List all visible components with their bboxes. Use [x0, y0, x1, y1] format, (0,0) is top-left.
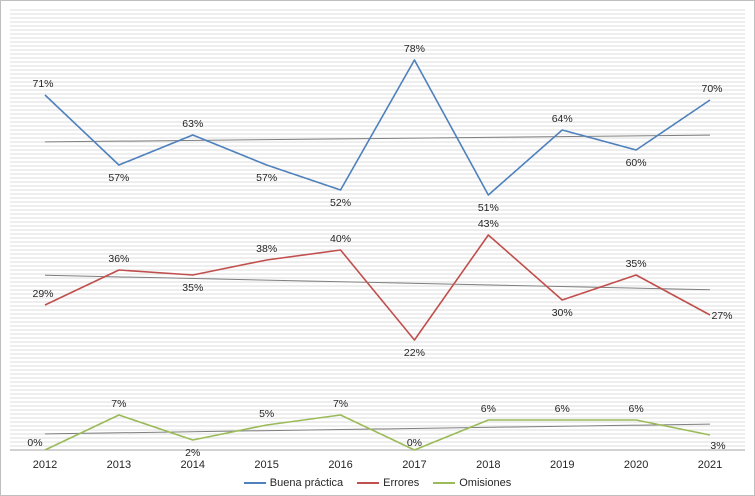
data-label: 22%	[404, 347, 425, 359]
x-tick-label: 2021	[698, 459, 722, 471]
trendline-omisiones	[44, 423, 711, 435]
data-label: 52%	[330, 197, 351, 209]
grid-lines	[10, 9, 745, 451]
data-label: 70%	[701, 83, 722, 95]
x-tick-label: 2020	[624, 459, 648, 471]
trendline-buena-pr-ctica	[44, 134, 711, 143]
data-label: 60%	[626, 157, 647, 169]
data-label: 2%	[185, 447, 200, 459]
x-tick-label: 2014	[181, 459, 205, 471]
data-label: 7%	[333, 398, 348, 410]
x-tick-label: 2016	[328, 459, 352, 471]
legend-item-omisiones: Omisiones	[433, 477, 511, 489]
data-label: 71%	[32, 78, 53, 90]
data-label: 27%	[711, 310, 732, 322]
legend-label-omisiones: Omisiones	[459, 477, 512, 489]
x-tick-label: 2015	[254, 459, 278, 471]
data-label: 29%	[32, 288, 53, 300]
data-label: 57%	[256, 172, 277, 184]
series-line-buena-pr-ctica	[44, 59, 711, 196]
legend-item-buena-practica: Buena práctica	[243, 477, 344, 489]
data-label: 3%	[710, 440, 725, 452]
data-labels: 71% 57% 63% 57% 52% 78% 51% 64% 60% 70% 29% 36% 35% 3…	[27, 43, 732, 459]
data-label: 63%	[182, 118, 203, 130]
legend-label-errores: Errores	[383, 477, 420, 489]
series-line-omisiones	[44, 414, 711, 451]
data-label: 36%	[108, 253, 129, 265]
data-label: 64%	[552, 113, 573, 125]
data-label: 5%	[259, 408, 274, 420]
series-lines	[44, 59, 711, 451]
x-tick-label: 2018	[476, 459, 500, 471]
data-label: 6%	[629, 403, 644, 415]
data-label: 35%	[182, 282, 203, 294]
legend: Buena práctica Errores Omisiones	[0, 474, 755, 492]
legend-label-buena-practica: Buena práctica	[269, 477, 344, 489]
data-label: 30%	[552, 307, 573, 319]
data-label: 0%	[27, 437, 42, 449]
data-label: 7%	[111, 398, 126, 410]
x-axis-ticks: 2012 2013 2014 2015 2016 2017 2018 2019 2020 2021	[33, 459, 722, 471]
data-label: 51%	[478, 202, 499, 214]
data-label: 35%	[626, 258, 647, 270]
x-tick-label: 2019	[550, 459, 574, 471]
legend-swatch-omisiones	[433, 482, 456, 484]
data-label: 6%	[481, 403, 496, 415]
data-label: 57%	[108, 172, 129, 184]
series-line-errores	[44, 234, 711, 341]
x-tick-label: 2017	[402, 459, 426, 471]
data-label: 78%	[404, 43, 425, 55]
data-label: 40%	[330, 233, 351, 245]
data-label: 43%	[478, 218, 499, 230]
x-tick-label: 2013	[107, 459, 131, 471]
data-label: 38%	[256, 243, 277, 255]
data-label: 0%	[407, 437, 422, 449]
x-tick-label: 2012	[33, 459, 57, 471]
legend-item-errores: Errores	[357, 477, 419, 489]
data-label: 6%	[555, 403, 570, 415]
legend-swatch-errores	[357, 482, 380, 484]
legend-swatch-buena-practica	[243, 482, 266, 484]
